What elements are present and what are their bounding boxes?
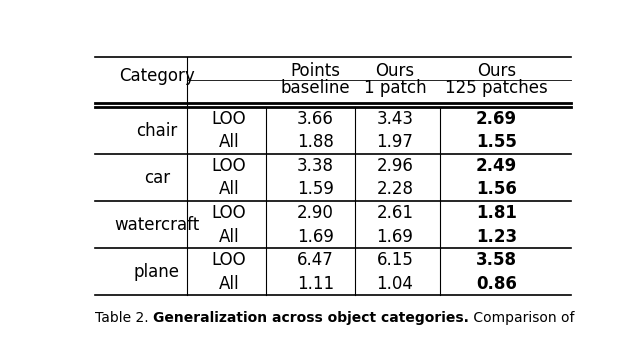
Text: 2.28: 2.28 [376,180,413,198]
Text: 1.81: 1.81 [476,204,517,222]
Text: 2.90: 2.90 [297,204,334,222]
Text: car: car [144,168,170,186]
Text: 1.04: 1.04 [376,275,413,293]
Text: 3.58: 3.58 [476,251,517,269]
Text: 6.47: 6.47 [297,251,334,269]
Text: Comparison of: Comparison of [468,311,574,325]
Text: 1.59: 1.59 [297,180,334,198]
Text: LOO: LOO [211,157,246,175]
Text: 1.11: 1.11 [297,275,334,293]
Text: Ours: Ours [477,62,516,80]
Text: 2.61: 2.61 [376,204,413,222]
Text: 1.23: 1.23 [476,228,517,246]
Text: 0.86: 0.86 [476,275,517,293]
Text: 3.43: 3.43 [376,110,413,128]
Text: Points: Points [291,62,340,80]
Text: 125 patches: 125 patches [445,79,548,97]
Text: 1.56: 1.56 [476,180,517,198]
Text: 1 patch: 1 patch [364,79,426,97]
Text: LOO: LOO [211,204,246,222]
Text: All: All [218,228,239,246]
Text: Category: Category [119,67,195,85]
Text: 1.97: 1.97 [376,133,413,151]
Text: watercraft: watercraft [115,216,200,234]
Text: 2.96: 2.96 [376,157,413,175]
Text: 1.69: 1.69 [376,228,413,246]
Text: All: All [218,275,239,293]
Text: 1.88: 1.88 [297,133,334,151]
Text: Generalization across object categories.: Generalization across object categories. [153,311,468,325]
Text: All: All [218,180,239,198]
Text: chair: chair [136,122,177,140]
Text: Ours: Ours [376,62,415,80]
Text: plane: plane [134,263,180,281]
Text: 2.49: 2.49 [476,157,517,175]
Text: LOO: LOO [211,110,246,128]
Text: 2.69: 2.69 [476,110,517,128]
Text: 6.15: 6.15 [376,251,413,269]
Text: 3.38: 3.38 [297,157,334,175]
Text: All: All [218,133,239,151]
Text: Table 2.: Table 2. [95,311,153,325]
Text: baseline: baseline [281,79,351,97]
Text: 1.55: 1.55 [476,133,517,151]
Text: 1.69: 1.69 [297,228,334,246]
Text: 3.66: 3.66 [297,110,334,128]
Text: LOO: LOO [211,251,246,269]
